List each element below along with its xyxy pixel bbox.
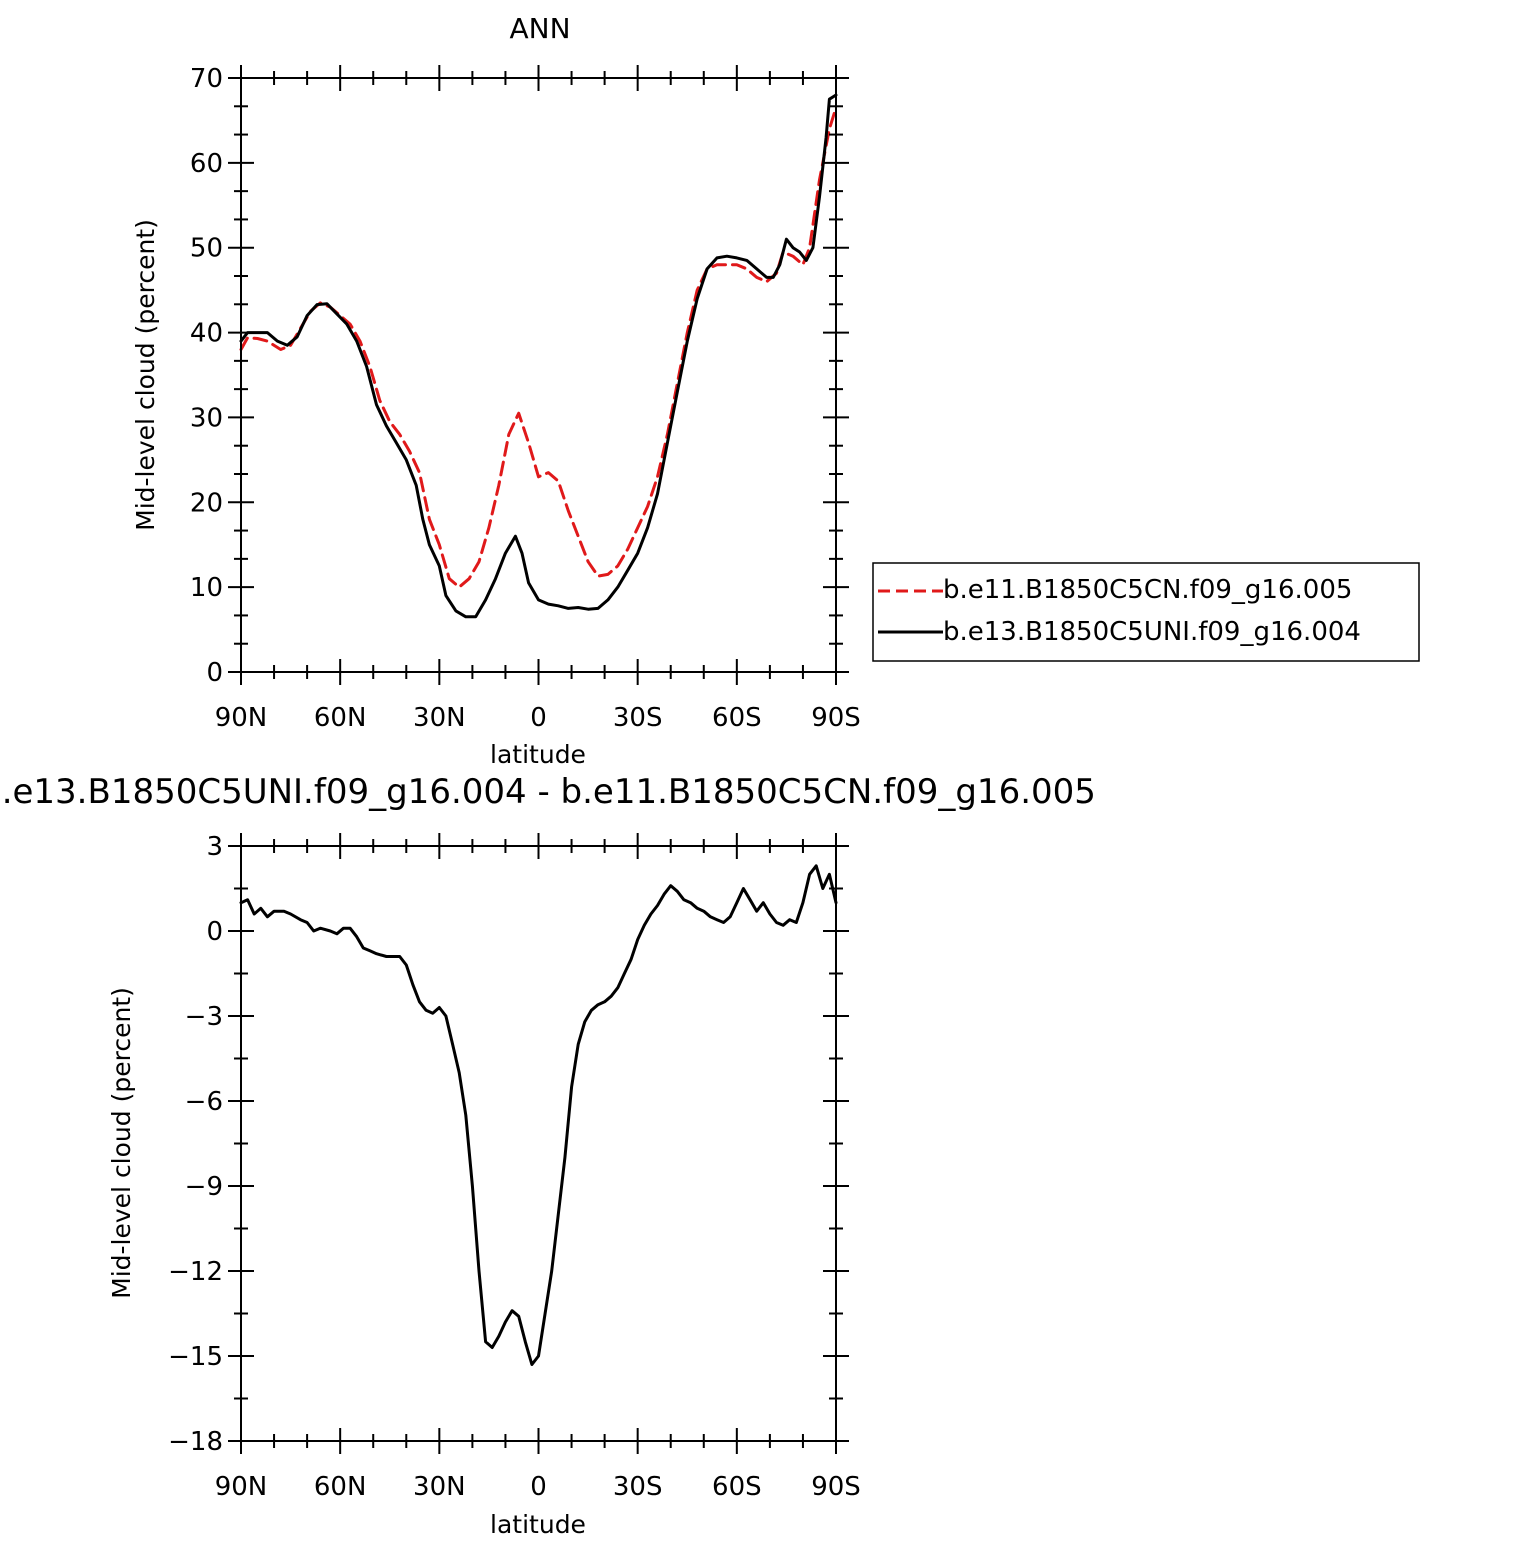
x-tick-label: 90N — [215, 703, 268, 733]
x-tick-label: 90N — [215, 1472, 268, 1502]
series-line — [239, 93, 838, 619]
x-tick-label: 90S — [811, 703, 861, 733]
x-tick-label: 0 — [530, 703, 547, 733]
y-tick-labels: −18 −15 −12 −9 −6 −3 0 3 — [168, 832, 223, 1457]
tick-marks — [228, 833, 849, 1454]
series-line — [239, 864, 838, 1366]
x-tick-label: 90S — [811, 1472, 861, 1502]
plot-frame — [240, 77, 837, 673]
y-tick-label: 0 — [206, 917, 223, 947]
x-tick-label: 60S — [712, 703, 762, 733]
x-tick-label: 30S — [613, 1472, 663, 1502]
y-tick-label: 0 — [206, 658, 223, 688]
x-axis-label: latitude — [490, 740, 586, 769]
y-tick-label: −3 — [185, 1002, 223, 1032]
legend-label: b.e11.B1850C5CN.f09_g16.005 — [943, 575, 1352, 605]
y-tick-label: −18 — [168, 1427, 223, 1457]
y-tick-label: −9 — [185, 1172, 223, 1202]
y-tick-label: 70 — [190, 64, 223, 94]
y-tick-label: 3 — [206, 832, 223, 862]
x-tick-label: 60N — [314, 703, 367, 733]
y-tick-label: −15 — [168, 1342, 223, 1372]
x-axis-label: latitude — [490, 1510, 586, 1539]
y-tick-label: 30 — [190, 403, 223, 433]
x-tick-labels: 90N 60N 30N 0 30S 60S 90S — [215, 1472, 861, 1502]
y-tick-label: 50 — [190, 234, 223, 264]
x-tick-label: 60N — [314, 1472, 367, 1502]
x-tick-labels: 90N 60N 30N 0 30S 60S 90S — [215, 703, 861, 733]
chart-title: ANN — [509, 12, 570, 45]
y-tick-label: −6 — [185, 1087, 223, 1117]
x-tick-label: 0 — [530, 1472, 547, 1502]
y-tick-label: 10 — [190, 573, 223, 603]
difference-panel: b.e13.B1850C5UNI.f09_g16.004 - b.e11.B18… — [0, 772, 1096, 1539]
legend: b.e11.B1850C5CN.f09_g16.005 b.e13.B1850C… — [872, 562, 1420, 662]
series-group — [239, 864, 838, 1366]
y-axis-label: Mid-level cloud (percent) — [131, 219, 160, 531]
y-tick-label: −12 — [168, 1257, 223, 1287]
x-tick-label: 30N — [413, 1472, 466, 1502]
legend-label: b.e13.B1850C5UNI.f09_g16.004 — [943, 617, 1361, 647]
x-tick-label: 60S — [712, 1472, 762, 1502]
x-tick-label: 30N — [413, 703, 466, 733]
y-tick-label: 60 — [190, 149, 223, 179]
tick-marks — [228, 65, 849, 685]
y-tick-label: 40 — [190, 319, 223, 349]
chart-title: b.e13.B1850C5UNI.f09_g16.004 - b.e11.B18… — [0, 772, 1096, 812]
series-line — [239, 106, 838, 589]
y-axis-label: Mid-level cloud (percent) — [107, 987, 136, 1299]
y-tick-label: 20 — [190, 488, 223, 518]
x-tick-label: 30S — [613, 703, 663, 733]
legend-box — [872, 562, 1420, 662]
series-group — [239, 93, 838, 619]
y-tick-labels: 0 10 20 30 40 50 60 70 — [190, 64, 223, 688]
